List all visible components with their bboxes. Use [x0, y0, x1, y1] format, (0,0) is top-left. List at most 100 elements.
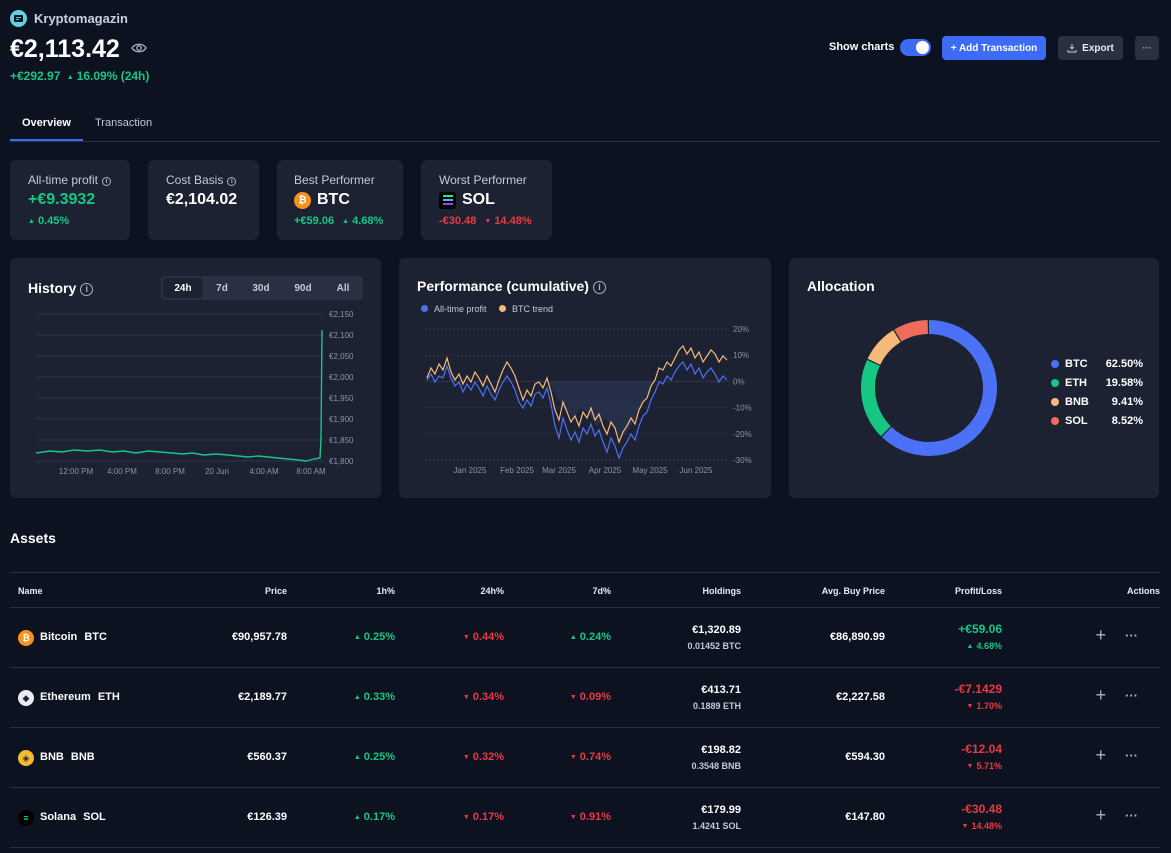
- col-price[interactable]: Price: [264, 586, 287, 596]
- legend-symbol: BTC: [1065, 357, 1088, 370]
- legend-dot: [1051, 359, 1059, 368]
- asset-holding-amount: 0.3548 BNB: [691, 761, 741, 771]
- asset-price: €560.37: [247, 751, 287, 763]
- allocation-donut[interactable]: [859, 318, 999, 458]
- add-transaction-row-button[interactable]: +: [1095, 745, 1106, 765]
- range-24h-button[interactable]: 24h: [163, 278, 203, 298]
- row-more-button[interactable]: ···: [1125, 628, 1138, 643]
- solana-icon: [439, 191, 456, 209]
- row-more-button[interactable]: ···: [1125, 808, 1138, 823]
- performance-x-tick: Mar 2025: [542, 466, 576, 475]
- tab-transaction[interactable]: Transaction: [95, 117, 153, 129]
- donut-slice-btc[interactable]: [881, 320, 997, 456]
- history-y-tick: €2,050: [329, 352, 354, 361]
- export-label: Export: [1082, 42, 1114, 54]
- history-y-tick: €2,150: [329, 310, 354, 319]
- allocation-legend-item[interactable]: BNB 9.41%: [1051, 392, 1143, 411]
- legend-profit-dot: [421, 305, 428, 312]
- btc-trend-line: [426, 344, 728, 444]
- legend-pct: 19.58%: [1105, 376, 1143, 389]
- asset-row-btc[interactable]: ₿ Bitcoin BTC €90,957.78 0.25% 0.44% 0.2…: [10, 608, 1160, 668]
- tab-overview[interactable]: Overview: [22, 117, 71, 129]
- asset-symbol: BNB: [70, 751, 95, 763]
- asset-1h-change: 0.25%: [354, 631, 395, 643]
- performance-chart[interactable]: 20% 10% 0% -10% -20% -30% Jan 2025 Feb 2025 Mar…: [399, 258, 771, 498]
- range-all-button[interactable]: All: [336, 282, 350, 294]
- legend-pct: 62.50%: [1105, 357, 1143, 370]
- col-avg-buy[interactable]: Avg. Buy Price: [821, 586, 885, 596]
- allocation-legend: BTC 62.50% ETH 19.58% BNB 9.41% SOL 8.52…: [1051, 354, 1143, 430]
- col-holdings[interactable]: Holdings: [702, 586, 742, 596]
- asset-name: Bitcoin: [40, 631, 78, 643]
- performance-y-tick: 10%: [733, 351, 749, 360]
- asset-24h-change: 0.34%: [463, 691, 504, 703]
- info-icon[interactable]: i: [592, 281, 606, 294]
- row-more-button[interactable]: ···: [1125, 748, 1138, 763]
- asset-row-sol[interactable]: ≡ Solana SOL €126.39 0.17% 0.17% 0.91% €…: [10, 788, 1160, 848]
- tabs-divider: [10, 141, 1160, 142]
- col-1h[interactable]: 1h%: [376, 586, 395, 596]
- performance-y-tick: -30%: [733, 456, 752, 465]
- kpi-alltime-label: All-time profit: [28, 173, 99, 187]
- info-icon[interactable]: i: [102, 177, 112, 186]
- performance-area: [549, 382, 653, 438]
- range-90d-button[interactable]: 90d: [294, 282, 312, 294]
- kpi-worst-pct: 14.48%: [484, 215, 531, 227]
- asset-holding-amount: 0.1889 ETH: [692, 701, 741, 711]
- range-7d-button[interactable]: 7d: [216, 282, 228, 294]
- row-more-button[interactable]: ···: [1125, 688, 1138, 703]
- profit-line: [426, 360, 728, 460]
- asset-row-bnb[interactable]: ◈ BNB BNB €560.37 0.25% 0.32% 0.74% €198…: [10, 728, 1160, 788]
- performance-title: Performance (cumulative): [417, 278, 589, 294]
- history-chart[interactable]: €2,150 €2,100 €2,050 €2,000 €1,950 €1,900 €1,8…: [10, 258, 381, 498]
- history-x-tick: 12:00 PM: [59, 467, 94, 476]
- col-7d[interactable]: 7d%: [592, 586, 611, 596]
- add-transaction-row-button[interactable]: +: [1095, 625, 1106, 645]
- allocation-legend-item[interactable]: BTC 62.50%: [1051, 354, 1143, 373]
- performance-x-tick: May 2025: [632, 466, 668, 475]
- history-x-tick: 20 Jun: [205, 467, 229, 476]
- kpi-worst-label: Worst Performer: [439, 173, 527, 187]
- asset-holding-value: €179.99: [701, 804, 741, 816]
- donut-slice-eth[interactable]: [861, 360, 892, 437]
- history-x-tick: 8:00 PM: [155, 467, 185, 476]
- asset-pl-abs: +€59.06: [958, 622, 1002, 636]
- col-profit-loss[interactable]: Profit/Loss: [954, 586, 1002, 596]
- kpi-cost-basis: Cost Basis i €2,104.02: [148, 160, 259, 240]
- bitcoin-icon: ₿: [294, 191, 311, 209]
- add-transaction-button[interactable]: + Add Transaction: [942, 36, 1046, 60]
- col-name[interactable]: Name: [18, 586, 43, 596]
- donut-slice-sol[interactable]: [894, 320, 929, 342]
- performance-card: Performance (cumulative) i All-time profi…: [399, 258, 771, 498]
- add-transaction-row-button[interactable]: +: [1095, 805, 1106, 825]
- bitcoin-icon: ₿: [18, 630, 34, 646]
- allocation-legend-item[interactable]: SOL 8.52%: [1051, 411, 1143, 430]
- asset-1h-change: 0.25%: [354, 751, 395, 763]
- kpi-best-label: Best Performer: [294, 173, 375, 187]
- export-button[interactable]: Export: [1058, 36, 1123, 60]
- range-30d-button[interactable]: 30d: [252, 282, 270, 294]
- portfolio-name[interactable]: Kryptomagazin: [34, 11, 128, 26]
- col-24h[interactable]: 24h%: [480, 586, 504, 596]
- asset-pl-pct: 14.48%: [962, 821, 1002, 831]
- allocation-legend-item[interactable]: ETH 19.58%: [1051, 373, 1143, 392]
- kpi-cost-value: €2,104.02: [166, 191, 238, 208]
- show-charts-toggle[interactable]: [900, 39, 931, 56]
- legend-pct: 9.41%: [1111, 395, 1143, 408]
- add-transaction-row-button[interactable]: +: [1095, 685, 1106, 705]
- asset-avg-buy: €86,890.99: [829, 631, 885, 643]
- info-icon[interactable]: i: [227, 177, 237, 186]
- history-title: History: [28, 280, 77, 296]
- legend-dot: [1051, 397, 1059, 406]
- asset-1h-change: 0.17%: [354, 811, 395, 823]
- more-options-button[interactable]: ···: [1135, 36, 1159, 60]
- asset-24h-change: 0.44%: [463, 631, 504, 643]
- performance-x-tick: Jun 2025: [680, 466, 713, 475]
- kpi-worst-abs: -€30.48: [439, 215, 477, 227]
- info-icon[interactable]: i: [80, 283, 94, 296]
- kpi-alltime-pct: 0.45%: [28, 215, 112, 227]
- eye-icon[interactable]: [131, 42, 147, 54]
- legend-symbol: BNB: [1065, 395, 1089, 408]
- asset-row-eth[interactable]: ◆ Ethereum ETH €2,189.77 0.33% 0.34% 0.0…: [10, 668, 1160, 728]
- donut-slice-bnb[interactable]: [867, 330, 901, 366]
